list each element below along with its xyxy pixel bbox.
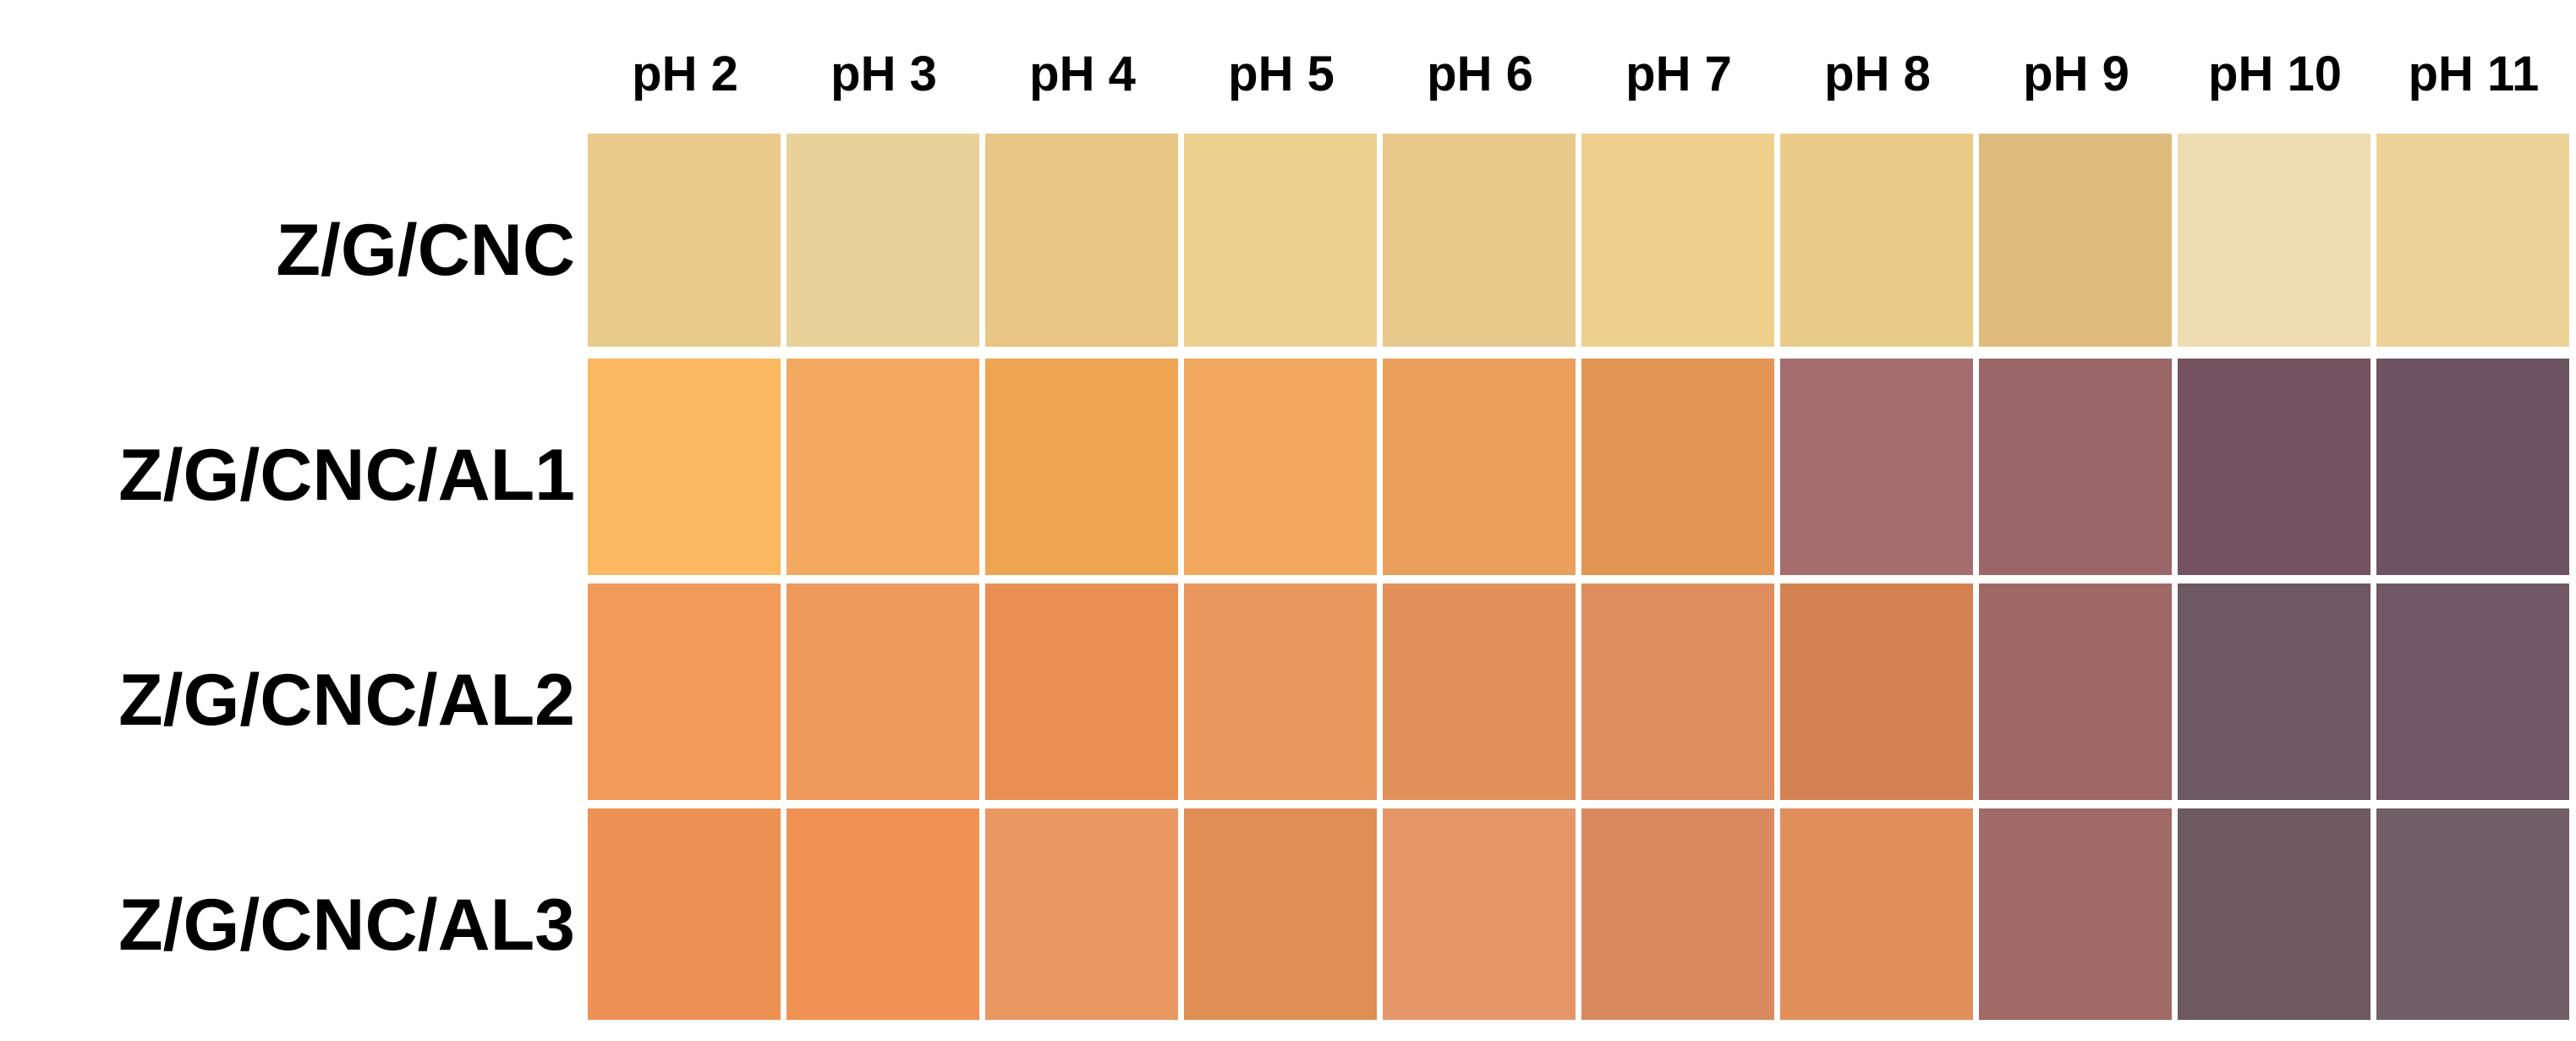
color-swatch: [1979, 808, 2172, 1020]
color-swatch: [1184, 359, 1377, 575]
color-swatch: [787, 584, 979, 800]
color-swatch: [1780, 359, 1973, 575]
color-swatch: [1383, 808, 1576, 1020]
color-swatch: [1383, 359, 1576, 575]
color-swatch: [1581, 134, 1774, 347]
color-swatch: [1780, 808, 1973, 1020]
color-swatch: [2178, 134, 2370, 347]
color-swatch: [985, 359, 1178, 575]
column-label-ph-6: pH 6: [1427, 47, 1533, 101]
color-swatch: [1184, 134, 1377, 347]
color-swatch: [2376, 359, 2569, 575]
color-swatch: [1780, 134, 1973, 347]
color-swatch: [1979, 134, 2172, 347]
color-swatch: [787, 808, 979, 1020]
color-swatch: [2178, 359, 2370, 575]
color-swatch: [1184, 584, 1377, 800]
color-swatch: [1383, 134, 1576, 347]
column-label-ph-3: pH 3: [830, 47, 937, 101]
column-label-ph-11: pH 11: [2408, 47, 2540, 101]
color-swatch: [1581, 808, 1774, 1020]
row-label-z-g-cnc-al3: Z/G/CNC/AL3: [118, 885, 575, 966]
row-label-z-g-cnc: Z/G/CNC: [276, 210, 575, 291]
column-label-ph-4: pH 4: [1029, 47, 1136, 101]
color-swatch: [588, 134, 781, 347]
color-swatch: [1581, 584, 1774, 800]
column-label-ph-10: pH 10: [2208, 47, 2342, 101]
color-swatch: [985, 584, 1178, 800]
row-label-z-g-cnc-al1: Z/G/CNC/AL1: [118, 435, 575, 516]
color-swatch: [2376, 584, 2569, 800]
color-swatch: [1581, 359, 1774, 575]
color-swatch: [1383, 584, 1576, 800]
color-swatch: [1979, 584, 2172, 800]
column-label-ph-5: pH 5: [1228, 47, 1335, 101]
color-swatch: [985, 134, 1178, 347]
column-label-ph-2: pH 2: [632, 47, 738, 101]
color-swatch: [2178, 584, 2370, 800]
column-label-ph-7: pH 7: [1625, 47, 1732, 101]
color-swatch: [2376, 134, 2569, 347]
color-swatch: [985, 808, 1178, 1020]
color-swatch: [588, 808, 781, 1020]
color-swatch: [1979, 359, 2172, 575]
color-swatch: [2376, 808, 2569, 1020]
color-swatch: [1780, 584, 1973, 800]
color-swatch: [2178, 808, 2370, 1020]
color-swatch: [787, 134, 979, 347]
column-label-ph-9: pH 9: [2023, 47, 2129, 101]
color-swatch: [588, 584, 781, 800]
row-label-z-g-cnc-al2: Z/G/CNC/AL2: [118, 660, 575, 741]
color-swatch: [588, 359, 781, 575]
column-label-ph-8: pH 8: [1824, 47, 1931, 101]
color-swatch: [787, 359, 979, 575]
color-swatch: [1184, 808, 1377, 1020]
